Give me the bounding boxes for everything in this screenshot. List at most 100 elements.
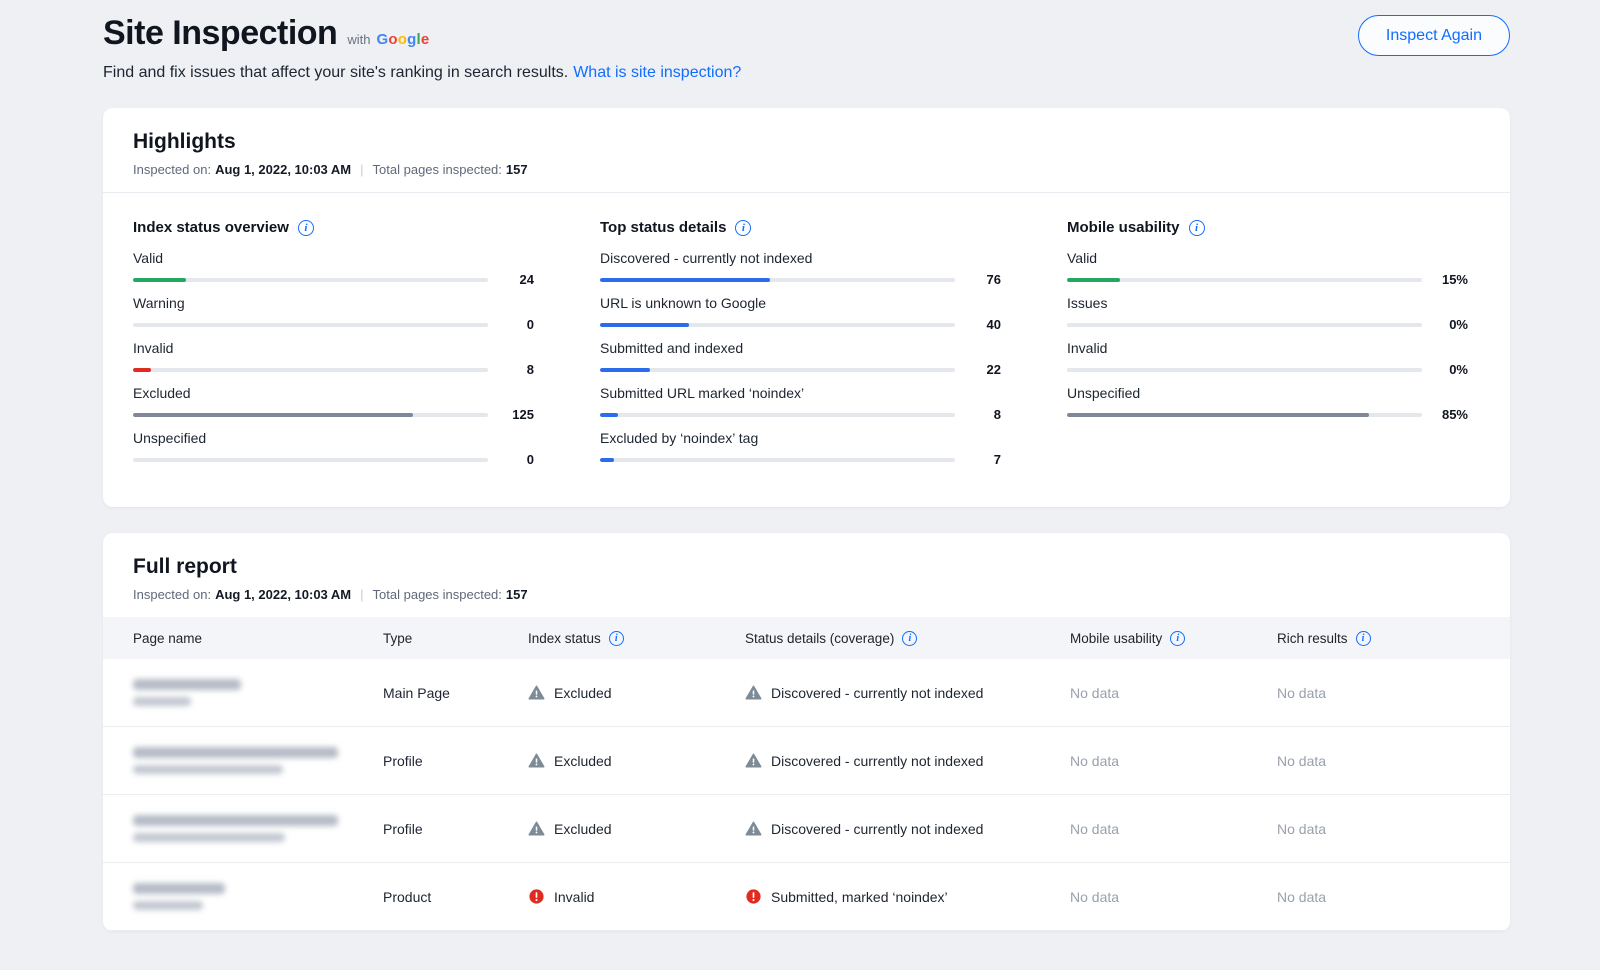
info-icon[interactable]: [608, 630, 624, 646]
page-name-blurred: [133, 679, 383, 706]
stat-value: 0: [526, 452, 534, 467]
stat-row: Discovered - currently not indexed 76: [600, 250, 1001, 287]
info-icon[interactable]: [902, 630, 918, 646]
progress-bar: [600, 277, 955, 282]
stat-row: Invalid 8: [133, 340, 534, 377]
stat-row: Valid 15%: [1067, 250, 1468, 287]
stat-label: Invalid: [133, 340, 174, 356]
stat-value: 85%: [1441, 407, 1468, 422]
progress-bar: [133, 412, 488, 417]
stat-row: Issues 0%: [1067, 295, 1468, 332]
mobile-usability-cell: No data: [1070, 752, 1120, 769]
full-report-title: Full report: [133, 555, 237, 578]
progress-fill: [600, 322, 689, 327]
progress-bar: [600, 367, 955, 372]
stat-label: Warning: [133, 295, 185, 311]
progress-fill: [133, 277, 187, 282]
stat-value: 15%: [1441, 272, 1468, 287]
status-details-cell: Discovered - currently not indexed: [745, 820, 1070, 837]
mobile-usability-section: Mobile usability Valid 15%: [1067, 219, 1468, 467]
index-status-cell: Excluded: [528, 752, 745, 769]
stat-value: 24: [519, 272, 534, 287]
total-pages-value: 157: [505, 587, 528, 602]
progress-bar: [600, 322, 955, 327]
inspect-again-button[interactable]: Inspect Again: [1357, 15, 1510, 56]
progress-bar: [133, 322, 488, 327]
stat-row: Submitted and indexed 22: [600, 340, 1001, 377]
stat-value: 8: [993, 407, 1001, 422]
page-name-blurred: [133, 747, 383, 774]
table-row[interactable]: Profile Excluded: [103, 727, 1510, 795]
inspected-on-label: Inspected on:: [133, 162, 212, 177]
progress-bar: [133, 367, 488, 372]
blurred-text-line: [133, 679, 241, 690]
index-status-overview-section: Index status overview Valid 24: [133, 219, 534, 467]
status-details-text: Submitted, marked ‘noindex’: [771, 888, 948, 905]
stat-label: Excluded: [133, 385, 191, 401]
progress-fill: [1067, 277, 1121, 282]
total-pages-label: Total pages inspected:: [372, 587, 502, 602]
info-icon[interactable]: [735, 219, 752, 236]
stat-value: 0%: [1449, 362, 1468, 377]
table-header: Page name Type Index status Status detai…: [103, 617, 1510, 659]
page-subtitle: Find and fix issues that affect your sit…: [103, 64, 741, 82]
total-pages-label: Total pages inspected:: [372, 162, 502, 177]
warning-icon: [745, 820, 762, 837]
rich-results-cell: No data: [1277, 684, 1327, 701]
column-mobile-usability: Mobile usability: [1070, 630, 1277, 646]
table-row[interactable]: Product Invalid: [103, 863, 1510, 931]
rich-results-cell: No data: [1277, 820, 1327, 837]
page-type: Profile: [383, 752, 423, 769]
meta-separator: |: [360, 162, 364, 177]
stat-value: 22: [986, 362, 1001, 377]
page-type: Profile: [383, 820, 423, 837]
full-report-header: Full report Inspected on: Aug 1, 2022, 10…: [103, 533, 1510, 617]
progress-bar: [1067, 322, 1422, 327]
status-details-cell: Discovered - currently not indexed: [745, 752, 1070, 769]
stat-label: Issues: [1067, 295, 1108, 311]
what-is-site-inspection-link[interactable]: What is site inspection?: [573, 64, 742, 81]
column-status-details: Status details (coverage): [745, 630, 1070, 646]
rich-results-cell: No data: [1277, 888, 1327, 905]
stat-row: Invalid 0%: [1067, 340, 1468, 377]
info-icon[interactable]: [297, 219, 314, 236]
table-row[interactable]: Profile Excluded: [103, 795, 1510, 863]
warning-icon: [528, 820, 545, 837]
top-status-details-section: Top status details Discovered - currentl…: [600, 219, 1001, 467]
stat-value: 76: [986, 272, 1001, 287]
stat-row: Unspecified 0: [133, 430, 534, 467]
google-logo: Google: [376, 31, 430, 48]
index-status-cell: Invalid: [528, 888, 745, 905]
progress-fill: [1067, 412, 1369, 417]
stat-row: Valid 24: [133, 250, 534, 287]
table-row[interactable]: Main Page Excluded: [103, 659, 1510, 727]
stat-row: Excluded 125: [133, 385, 534, 422]
full-report-meta: Inspected on: Aug 1, 2022, 10:03 AM | Total…: [133, 587, 1480, 602]
divider: [103, 192, 1510, 193]
main-content: Site Inspection with Google Find and fix…: [103, 0, 1510, 931]
progress-bar: [133, 277, 488, 282]
status-details-cell: Submitted, marked ‘noindex’: [745, 888, 1070, 905]
column-type: Type: [383, 630, 413, 646]
mobile-usability-cell: No data: [1070, 820, 1120, 837]
section-title: Mobile usability: [1067, 219, 1468, 236]
progress-bar: [1067, 412, 1422, 417]
stat-value: 8: [526, 362, 534, 377]
highlights-card: Highlights Inspected on: Aug 1, 2022, 10:…: [103, 108, 1510, 507]
stat-label: Submitted URL marked ‘noindex’: [600, 385, 805, 401]
stat-label: URL is unknown to Google: [600, 295, 767, 311]
blurred-text-line: [133, 883, 225, 894]
full-report-card: Full report Inspected on: Aug 1, 2022, 10…: [103, 533, 1510, 931]
info-icon[interactable]: [1355, 630, 1371, 646]
stat-row: Excluded by ‘noindex’ tag 7: [600, 430, 1001, 467]
highlights-header: Highlights Inspected on: Aug 1, 2022, 10:…: [103, 108, 1510, 192]
progress-fill: [133, 367, 151, 372]
progress-fill: [600, 412, 618, 417]
info-icon[interactable]: [1188, 219, 1205, 236]
progress-bar: [1067, 277, 1422, 282]
with-label: with: [347, 32, 371, 47]
info-icon[interactable]: [1170, 630, 1186, 646]
blurred-text-line: [133, 765, 283, 774]
progress-bar: [600, 412, 955, 417]
stat-label: Valid: [1067, 250, 1098, 266]
